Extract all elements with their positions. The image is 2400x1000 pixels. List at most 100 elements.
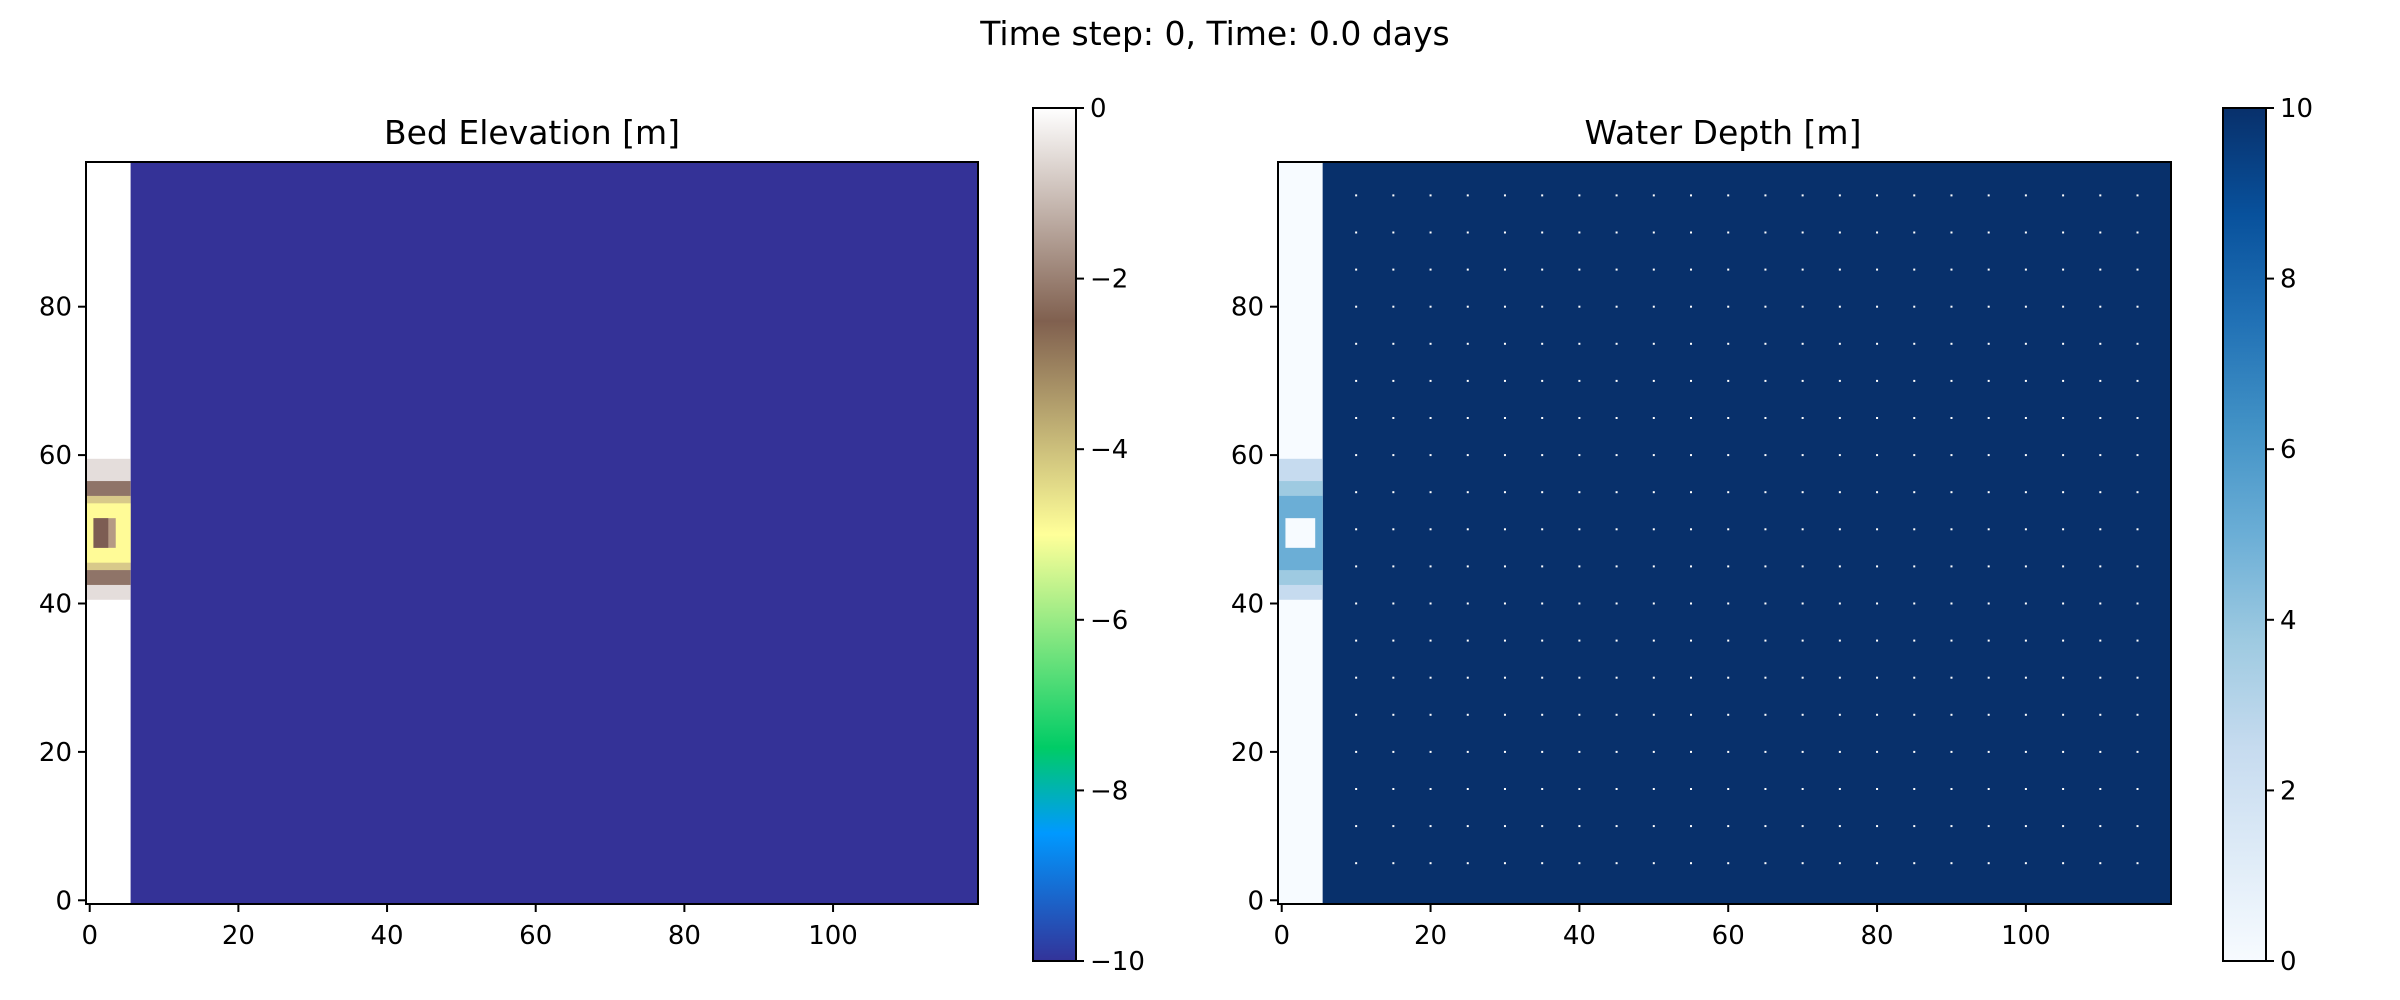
water-depth-velocity-marker [1727,825,1730,828]
water-depth-velocity-marker [1913,565,1916,568]
water-depth-velocity-marker [1764,416,1767,419]
water-depth-velocity-marker [2136,676,2139,679]
water-depth-velocity-marker [1392,565,1395,568]
water-depth-velocity-marker [1690,268,1693,271]
water-depth-velocity-marker [1913,825,1916,828]
water-depth-velocity-marker [1541,713,1544,716]
water-depth-velocity-marker [1987,342,1990,345]
water-depth-velocity-marker [1652,268,1655,271]
water-depth-ytick-label: 80 [1231,293,1264,323]
water-depth-velocity-marker [1392,676,1395,679]
water-depth-velocity-marker [1355,268,1358,271]
water-depth-velocity-marker [2062,602,2065,605]
water-depth-velocity-marker [1764,750,1767,753]
water-depth-velocity-marker [1876,825,1879,828]
water-depth-velocity-marker [1876,787,1879,790]
water-depth-velocity-marker [1913,528,1916,531]
water-depth-velocity-marker [1615,750,1618,753]
water-depth-velocity-marker [1355,750,1358,753]
water-depth-velocity-marker [1690,750,1693,753]
water-depth-xtick-label: 100 [2001,921,2051,951]
water-depth-colorbar-tick-label: 10 [2280,94,2313,124]
water-depth-velocity-marker [2099,454,2102,457]
water-depth-velocity-marker [1652,416,1655,419]
water-depth-velocity-marker [2136,713,2139,716]
water-depth-velocity-marker [1652,305,1655,308]
water-depth-velocity-marker [1541,602,1544,605]
water-depth-velocity-marker [1987,528,1990,531]
water-depth-velocity-marker [2136,305,2139,308]
water-depth-velocity-marker [1578,750,1581,753]
water-depth-velocity-marker [1801,639,1804,642]
water-depth-velocity-marker [1541,750,1544,753]
water-depth-velocity-marker [1466,750,1469,753]
water-depth-velocity-marker [1429,379,1432,382]
water-depth-velocity-marker [1838,416,1841,419]
water-depth-velocity-marker [1466,379,1469,382]
water-depth-velocity-marker [1950,528,1953,531]
water-depth-velocity-marker [1801,305,1804,308]
water-depth-velocity-marker [1950,342,1953,345]
water-depth-velocity-marker [1801,713,1804,716]
water-depth-velocity-marker [1466,194,1469,197]
water-depth-velocity-marker [1913,268,1916,271]
water-depth-velocity-marker [1987,194,1990,197]
water-depth-velocity-marker [1578,194,1581,197]
water-depth-velocity-marker [1950,491,1953,494]
water-depth-velocity-marker [1652,342,1655,345]
water-depth-velocity-marker [2062,676,2065,679]
water-depth-velocity-marker [2062,379,2065,382]
water-depth-velocity-marker [1987,379,1990,382]
water-depth-velocity-marker [1690,639,1693,642]
water-depth-velocity-marker [1950,231,1953,234]
water-depth-velocity-marker [1429,454,1432,457]
water-depth-velocity-marker [1727,491,1730,494]
water-depth-velocity-marker [2024,565,2027,568]
bed-elevation-title: Bed Elevation [m] [384,113,680,152]
water-depth-velocity-marker [1541,379,1544,382]
water-depth-velocity-marker [1987,491,1990,494]
water-depth-velocity-marker [1355,342,1358,345]
water-depth-velocity-marker [1503,454,1506,457]
water-depth-velocity-marker [1541,416,1544,419]
water-depth-velocity-marker [1541,528,1544,531]
bed-elevation-xtick-label: 60 [519,921,552,951]
water-depth-velocity-marker [1913,454,1916,457]
water-depth-velocity-marker [1392,602,1395,605]
water-depth-velocity-marker [1876,528,1879,531]
water-depth-velocity-marker [1578,454,1581,457]
water-depth-velocity-marker [2062,231,2065,234]
water-depth-velocity-marker [1392,713,1395,716]
water-depth-xtick-label: 20 [1414,921,1447,951]
water-depth-ytick-label: 20 [1231,738,1264,768]
water-depth-velocity-marker [1652,825,1655,828]
water-depth-velocity-marker [1876,862,1879,865]
water-depth-velocity-marker [1355,454,1358,457]
water-depth-velocity-marker [2062,713,2065,716]
water-depth-velocity-marker [2024,787,2027,790]
water-depth-velocity-marker [1876,676,1879,679]
water-depth-plot-area [1278,162,2171,904]
water-depth-velocity-marker [1355,379,1358,382]
water-depth-velocity-marker [2099,676,2102,679]
water-depth-velocity-marker [1615,862,1618,865]
water-depth-velocity-marker [1950,268,1953,271]
water-depth-velocity-marker [1690,676,1693,679]
water-depth-velocity-marker [1876,491,1879,494]
water-depth-velocity-marker [1429,268,1432,271]
water-depth-velocity-marker [2062,268,2065,271]
water-depth-velocity-marker [1652,787,1655,790]
water-depth-velocity-marker [2024,379,2027,382]
water-depth-velocity-marker [1578,268,1581,271]
water-depth-velocity-marker [1355,528,1358,531]
water-depth-velocity-marker [1801,416,1804,419]
water-depth-velocity-marker [1615,231,1618,234]
water-depth-xtick-label: 0 [1273,921,1290,951]
water-depth-velocity-marker [1652,602,1655,605]
water-depth-velocity-marker [1615,565,1618,568]
water-depth-velocity-marker [1578,602,1581,605]
bed-elevation-colorbar-tick-label: −8 [1090,776,1128,806]
water-depth-velocity-marker [1913,194,1916,197]
bed-elevation-colorbar-gradient [1032,107,1077,962]
water-depth-velocity-marker [1429,231,1432,234]
